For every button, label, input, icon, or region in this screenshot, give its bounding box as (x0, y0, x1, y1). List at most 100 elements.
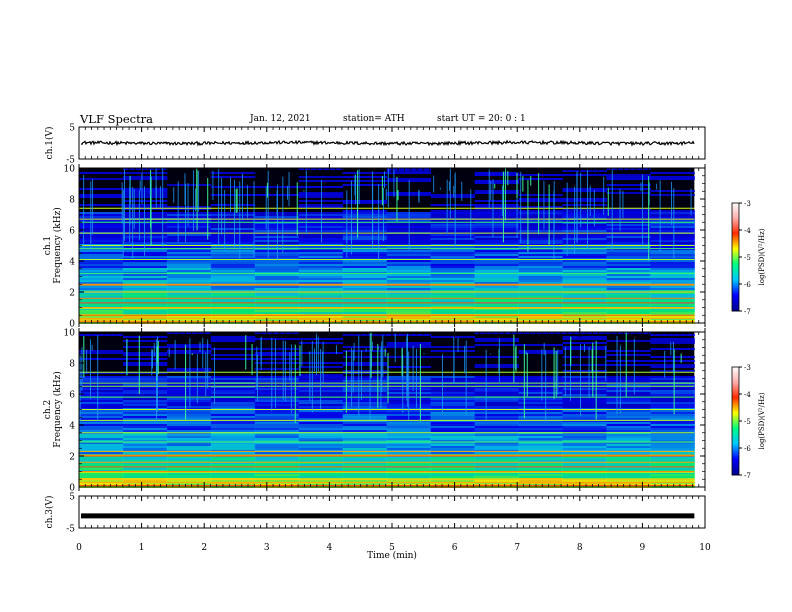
psd-cell (430, 444, 476, 446)
psd-cell (122, 426, 168, 428)
y-tick-label: 8 (69, 360, 75, 370)
psd-cell (166, 208, 212, 210)
psd-cell (210, 298, 256, 300)
psd-cell (298, 278, 344, 280)
psd-cell (298, 462, 344, 464)
psd-cell (122, 286, 168, 288)
psd-cell (122, 462, 168, 464)
psd-cell (122, 192, 168, 194)
psd-cell (342, 394, 388, 396)
colorbar-cell (732, 451, 739, 454)
psd-cell (122, 358, 168, 360)
psd-cell (518, 436, 563, 438)
psd-cell (562, 378, 607, 380)
psd-cell (386, 168, 432, 170)
psd-cell (210, 426, 256, 428)
psd-cell (650, 256, 695, 258)
psd-cell (650, 364, 695, 366)
ch2-spectrogram-colorbar (731, 366, 742, 476)
psd-cell (474, 390, 520, 392)
psd-cell (518, 230, 563, 232)
psd-cell (562, 310, 607, 312)
psd-cell (386, 274, 432, 276)
x-tick-label: 10 (699, 543, 711, 553)
psd-cell (166, 292, 212, 294)
psd-cell (562, 412, 607, 414)
psd-cell (474, 404, 520, 406)
psd-cell (650, 274, 695, 276)
psd-cell (254, 474, 300, 476)
psd-cell (386, 458, 432, 460)
psd-cell (79, 424, 124, 426)
psd-cell (430, 426, 476, 428)
psd-cell (430, 404, 476, 406)
psd-cell (342, 278, 388, 280)
psd-cell (518, 468, 563, 470)
colorbar-cell (732, 240, 739, 244)
psd-cell (518, 220, 563, 222)
psd-cell (474, 246, 520, 248)
psd-cell (606, 442, 651, 444)
psd-cell (430, 400, 476, 402)
colorbar-cell (732, 388, 739, 391)
psd-cell (122, 304, 168, 306)
psd-cell (474, 200, 520, 202)
psd-cell (210, 194, 256, 196)
psd-cell (210, 436, 256, 438)
psd-cell (122, 414, 168, 416)
colorbar-cell (732, 473, 739, 476)
colorbar-cell (732, 376, 739, 379)
psd-cell (342, 468, 388, 470)
psd-cell (562, 278, 607, 280)
psd-cell (562, 474, 607, 476)
psd-cell (122, 246, 168, 248)
psd-cell (606, 378, 651, 380)
y-tick-label: 8 (69, 196, 75, 206)
psd-cell (474, 282, 520, 284)
psd-cell (210, 250, 256, 252)
psd-cell (430, 398, 476, 400)
psd-cell (606, 174, 651, 176)
psd-cell (474, 428, 520, 430)
psd-cell (562, 316, 607, 318)
psd-cell (298, 228, 344, 230)
psd-cell (342, 416, 388, 418)
psd-cell (79, 204, 124, 206)
psd-cell (79, 482, 124, 484)
psd-cell (342, 378, 388, 380)
psd-cell (298, 254, 344, 256)
colorbar-cell (732, 442, 739, 445)
psd-cell (386, 304, 432, 306)
psd-cell (650, 428, 695, 430)
psd-cell (650, 398, 695, 400)
psd-cell (298, 312, 344, 314)
psd-cell (386, 264, 432, 266)
psd-cell (430, 212, 476, 214)
psd-cell (606, 406, 651, 408)
psd-cell (474, 422, 520, 424)
psd-cell (474, 364, 520, 366)
panel-frame (78, 495, 706, 529)
psd-cell (210, 224, 256, 226)
psd-cell (210, 308, 256, 310)
psd-cell (650, 404, 695, 406)
psd-cell (474, 482, 520, 484)
psd-cell (518, 388, 563, 390)
psd-cell (562, 224, 607, 226)
psd-cell (474, 238, 520, 240)
psd-cell (122, 224, 168, 226)
psd-cell (430, 428, 476, 430)
psd-cell (474, 192, 520, 194)
psd-cell (342, 266, 388, 268)
psd-cell (650, 402, 695, 404)
psd-cell (166, 380, 212, 382)
psd-cell (518, 212, 563, 214)
psd-cell (474, 300, 520, 302)
psd-cell (650, 172, 695, 174)
psd-cell (166, 214, 212, 216)
psd-cell (518, 378, 563, 380)
psd-cell (210, 222, 256, 224)
psd-cell (518, 288, 563, 290)
psd-cell (342, 292, 388, 294)
psd-cell (562, 304, 607, 306)
